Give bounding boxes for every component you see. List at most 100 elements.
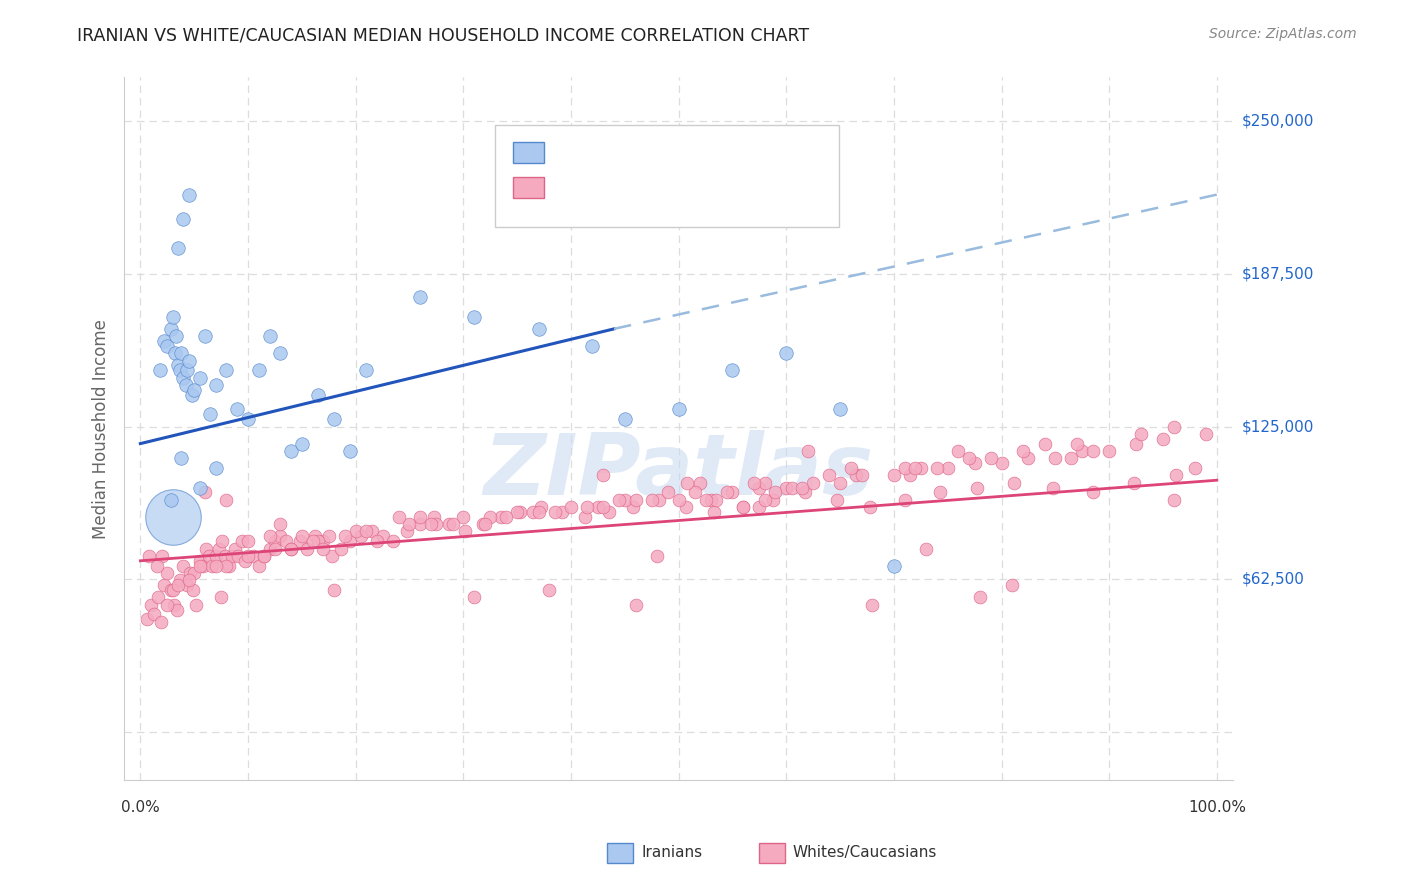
Point xyxy=(177,574,200,588)
Point xyxy=(1130,426,1153,441)
Point xyxy=(1163,492,1185,507)
Point xyxy=(188,554,211,568)
Point xyxy=(574,509,596,524)
Point xyxy=(775,481,797,495)
Point xyxy=(1066,436,1088,450)
Point xyxy=(721,363,744,377)
Point xyxy=(1081,444,1104,458)
Text: Source: ZipAtlas.com: Source: ZipAtlas.com xyxy=(1209,27,1357,41)
Text: ZIPatlas: ZIPatlas xyxy=(484,430,873,513)
Point xyxy=(657,485,679,500)
Point xyxy=(893,461,915,475)
Point xyxy=(167,241,190,255)
Point xyxy=(181,583,204,598)
Point xyxy=(172,370,194,384)
Point xyxy=(1042,481,1064,495)
Point xyxy=(215,492,238,507)
Point xyxy=(1163,419,1185,434)
Point xyxy=(269,529,291,543)
Point xyxy=(172,558,194,573)
Point xyxy=(166,602,188,616)
Point xyxy=(1060,451,1083,466)
Point xyxy=(530,500,553,514)
Point xyxy=(194,329,217,343)
Point xyxy=(640,492,662,507)
Point xyxy=(211,534,233,549)
Point xyxy=(204,378,226,392)
Point xyxy=(1184,461,1206,475)
Point xyxy=(218,558,240,573)
Point xyxy=(624,492,647,507)
Point xyxy=(188,370,211,384)
Point xyxy=(544,505,567,519)
Point xyxy=(1012,444,1035,458)
Point xyxy=(463,310,485,324)
Point xyxy=(425,517,447,532)
Point xyxy=(793,485,815,500)
Text: IRANIAN VS WHITE/CAUCASIAN MEDIAN HOUSEHOLD INCOME CORRELATION CHART: IRANIAN VS WHITE/CAUCASIAN MEDIAN HOUSEH… xyxy=(77,27,810,45)
Point xyxy=(247,558,270,573)
Text: Whites/Caucasians: Whites/Caucasians xyxy=(793,846,938,860)
Point xyxy=(1017,451,1039,466)
Point xyxy=(253,549,276,563)
Point xyxy=(859,500,882,514)
Point xyxy=(506,505,529,519)
Point xyxy=(366,534,388,549)
Point xyxy=(156,566,179,580)
Point xyxy=(139,598,162,612)
Point xyxy=(153,334,176,348)
Point xyxy=(176,363,198,377)
Point xyxy=(609,492,631,507)
Point xyxy=(253,549,276,563)
Point xyxy=(204,549,226,563)
Point xyxy=(479,509,502,524)
Point xyxy=(301,534,323,549)
Point xyxy=(191,558,214,573)
Point xyxy=(188,558,211,573)
Point xyxy=(259,529,281,543)
Point xyxy=(668,492,690,507)
Point xyxy=(162,310,184,324)
Point xyxy=(703,505,725,519)
Point xyxy=(339,534,361,549)
Point xyxy=(264,541,287,556)
Point xyxy=(259,329,281,343)
Text: 0.230: 0.230 xyxy=(600,144,652,161)
Point xyxy=(668,402,690,417)
Point xyxy=(1045,451,1067,466)
Point xyxy=(621,500,644,514)
Text: $250,000: $250,000 xyxy=(1241,114,1313,128)
Point xyxy=(167,578,190,592)
Point xyxy=(233,554,256,568)
Point xyxy=(762,492,785,507)
Point xyxy=(388,509,411,524)
Point xyxy=(329,541,352,556)
Point xyxy=(356,363,378,377)
Point xyxy=(169,574,191,588)
Point xyxy=(957,451,980,466)
Point xyxy=(247,363,270,377)
Point xyxy=(149,363,172,377)
Text: $62,500: $62,500 xyxy=(1241,572,1305,587)
Point xyxy=(177,353,200,368)
Point xyxy=(925,461,948,475)
Point xyxy=(527,505,550,519)
Point xyxy=(792,481,814,495)
Point xyxy=(195,541,218,556)
Point xyxy=(176,578,198,592)
Text: 200: 200 xyxy=(710,178,745,196)
Point xyxy=(291,436,314,450)
Point xyxy=(291,529,314,543)
Point xyxy=(742,475,765,490)
Point xyxy=(1195,426,1218,441)
Point xyxy=(339,444,361,458)
Point xyxy=(156,598,179,612)
Point xyxy=(845,468,868,483)
Point xyxy=(1098,444,1121,458)
Point xyxy=(162,583,184,598)
Point xyxy=(765,485,787,500)
Point xyxy=(269,346,291,360)
Point xyxy=(915,541,938,556)
Point xyxy=(179,566,201,580)
Point xyxy=(264,534,287,549)
